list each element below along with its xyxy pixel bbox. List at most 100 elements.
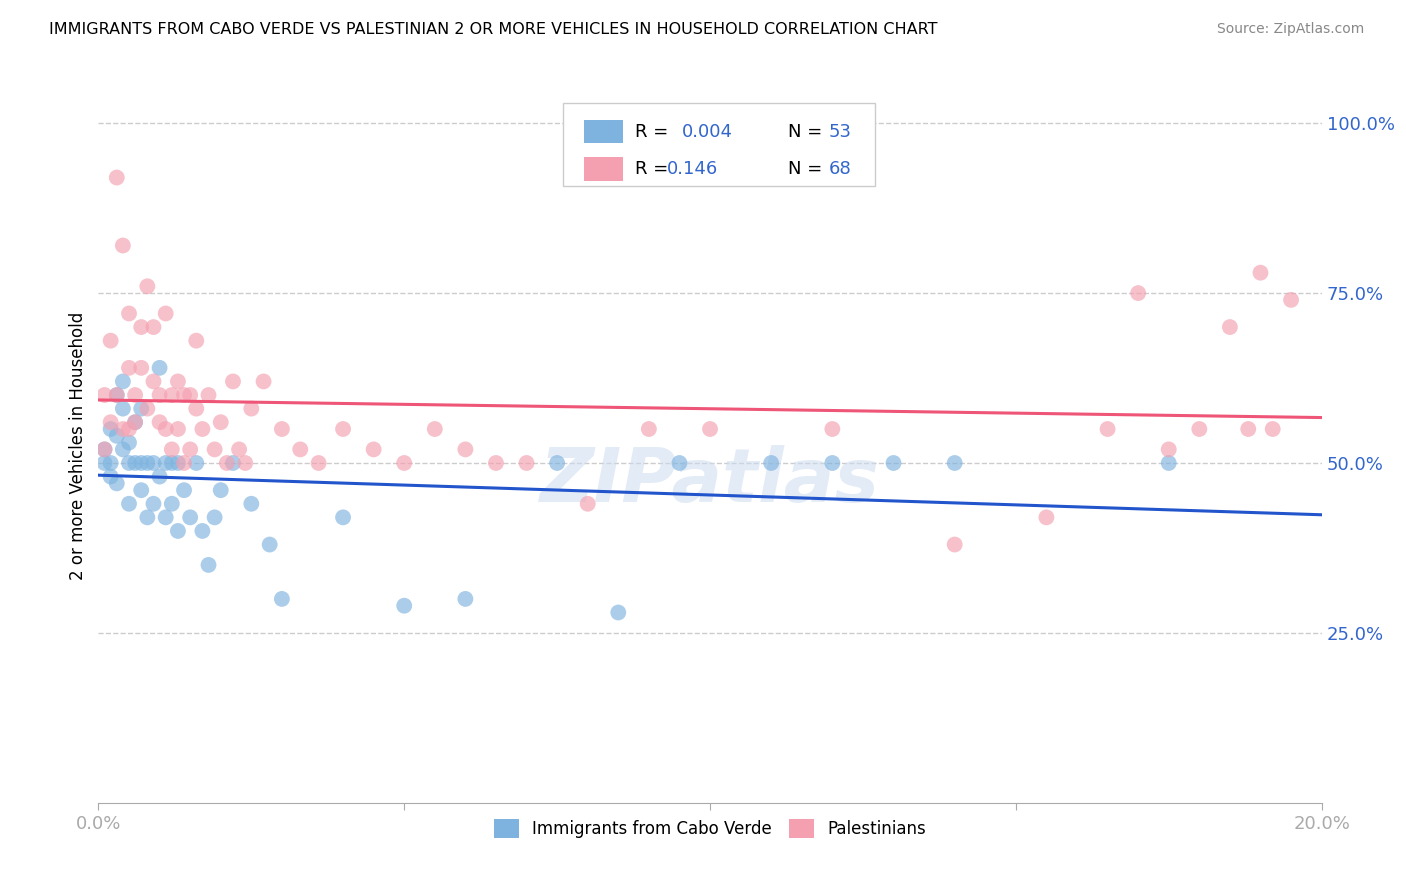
Point <box>100 334 122 348</box>
Point <box>1128 286 1150 301</box>
Point <box>883 456 905 470</box>
Text: R =: R = <box>636 161 669 178</box>
Point <box>1035 510 1057 524</box>
Point <box>1188 422 1211 436</box>
Point <box>186 401 208 416</box>
Point <box>240 497 263 511</box>
Point <box>160 456 183 470</box>
Text: 0.146: 0.146 <box>668 161 718 178</box>
Point <box>136 401 159 416</box>
Point <box>759 456 782 470</box>
Point <box>270 591 292 606</box>
Point <box>100 469 122 483</box>
Point <box>222 456 245 470</box>
Point <box>821 422 844 436</box>
Point <box>423 422 446 436</box>
Bar <box>583 120 623 144</box>
Y-axis label: 2 or more Vehicles in Household: 2 or more Vehicles in Household <box>69 312 87 580</box>
Point <box>209 483 232 498</box>
Point <box>167 422 190 436</box>
Point <box>576 497 599 511</box>
Point <box>1279 293 1302 307</box>
Point <box>149 469 172 483</box>
Point <box>173 456 195 470</box>
Text: R =: R = <box>636 123 669 141</box>
Point <box>191 524 214 538</box>
Point <box>100 415 122 429</box>
Text: N =: N = <box>789 123 823 141</box>
Point <box>111 375 134 389</box>
Text: Source: ZipAtlas.com: Source: ZipAtlas.com <box>1216 22 1364 37</box>
Point <box>167 375 190 389</box>
Point <box>105 170 128 185</box>
Point <box>118 422 141 436</box>
Point <box>100 422 122 436</box>
Point <box>699 422 721 436</box>
Bar <box>583 157 623 181</box>
Point <box>124 456 146 470</box>
Point <box>240 401 263 416</box>
Point <box>209 415 232 429</box>
Point <box>155 510 177 524</box>
Text: ZIPatlas: ZIPatlas <box>540 445 880 518</box>
Point <box>118 435 141 450</box>
Point <box>546 456 568 470</box>
Point <box>160 497 183 511</box>
Point <box>136 456 159 470</box>
Point <box>105 429 128 443</box>
Text: 68: 68 <box>828 161 852 178</box>
Point <box>392 599 416 613</box>
Point <box>454 442 477 457</box>
Point <box>1097 422 1119 436</box>
Point <box>105 476 128 491</box>
Point <box>485 456 508 470</box>
Point <box>155 306 177 320</box>
Point <box>129 456 152 470</box>
Point <box>197 558 219 572</box>
Point <box>142 320 165 334</box>
Point <box>332 510 354 524</box>
Point <box>105 388 128 402</box>
Point <box>160 442 183 457</box>
Point <box>191 422 214 436</box>
Point <box>129 320 152 334</box>
Point <box>392 456 416 470</box>
Legend: Immigrants from Cabo Verde, Palestinians: Immigrants from Cabo Verde, Palestinians <box>488 812 932 845</box>
Point <box>222 375 245 389</box>
Point <box>173 483 195 498</box>
Point <box>821 456 844 470</box>
Point <box>118 456 141 470</box>
Point <box>118 360 141 375</box>
Point <box>179 442 201 457</box>
Point <box>1157 442 1180 457</box>
Point <box>149 388 172 402</box>
Point <box>173 388 195 402</box>
Point <box>118 306 141 320</box>
Point <box>142 375 165 389</box>
Point <box>93 456 115 470</box>
Point <box>943 537 966 551</box>
Point <box>308 456 330 470</box>
Point <box>93 442 115 457</box>
Point <box>1261 422 1284 436</box>
Point <box>167 524 190 538</box>
FancyBboxPatch shape <box>564 103 875 186</box>
Point <box>136 510 159 524</box>
Point <box>943 456 966 470</box>
Point <box>259 537 281 551</box>
Point <box>252 375 274 389</box>
Point <box>363 442 385 457</box>
Text: 53: 53 <box>828 123 852 141</box>
Point <box>228 442 250 457</box>
Point <box>179 510 201 524</box>
Point <box>167 456 190 470</box>
Point <box>149 360 172 375</box>
Point <box>607 606 630 620</box>
Point <box>93 442 115 457</box>
Point <box>149 415 172 429</box>
Point <box>136 279 159 293</box>
Point <box>129 483 152 498</box>
Point <box>124 388 146 402</box>
Point <box>160 388 183 402</box>
Point <box>516 456 538 470</box>
